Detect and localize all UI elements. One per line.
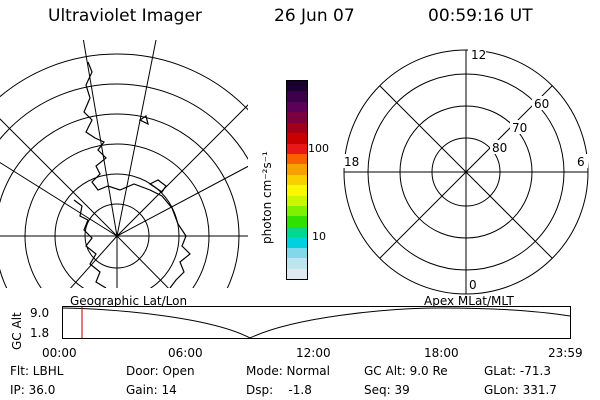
geographic-map	[0, 40, 248, 288]
map-meridian	[0, 161, 118, 237]
colorbar-segment	[287, 133, 307, 144]
colorbar-segment	[287, 206, 307, 217]
polar-label-6: 6	[577, 155, 585, 169]
timeline-plot	[62, 306, 571, 339]
coastline	[83, 61, 191, 288]
status-seq: Seq: 39	[364, 383, 410, 397]
map-meridian	[116, 104, 248, 237]
map-lat-circle	[0, 53, 248, 111]
timeline-right-caption: Apex MLat/MLT	[424, 294, 514, 308]
map-meridian	[116, 235, 169, 288]
map-meridian	[116, 165, 248, 237]
coastline	[73, 199, 107, 288]
colorbar-segment	[287, 122, 307, 134]
polar-plot: 12 18 6 0 60 70 80	[342, 48, 589, 295]
colorbar-segment	[287, 112, 307, 123]
polar-lat-60: 60	[534, 97, 549, 111]
colorbar-segment	[287, 101, 307, 113]
polar-lat-70: 70	[512, 121, 527, 135]
colorbar	[286, 80, 308, 280]
status-gain: Gain: 14	[126, 383, 177, 397]
timeline-frame	[62, 306, 571, 339]
status-glat: GLat: -71.3	[484, 364, 551, 378]
timeline-xtick: 06:00	[168, 346, 203, 360]
status-dsp: Dsp: -1.8	[246, 383, 312, 397]
map-meridian	[116, 40, 157, 237]
status-filter: Flt: LBHL	[10, 364, 64, 378]
polar-diagonal	[379, 85, 553, 259]
timeline-xtick: 18:00	[424, 346, 459, 360]
colorbar-segment	[287, 268, 307, 280]
colorbar-segment	[287, 195, 307, 207]
timeline-ytick-top: 9.0	[30, 306, 50, 320]
colorbar-segment	[287, 247, 307, 259]
polar-label-18: 18	[344, 155, 359, 169]
colorbar-segment	[287, 237, 307, 248]
colorbar-segment	[287, 185, 307, 196]
map-lat-circle	[0, 83, 248, 160]
colorbar-segment	[287, 258, 307, 269]
colorbar-segment	[287, 81, 307, 92]
status-glon: GLon: 331.7	[484, 383, 557, 397]
colorbar-segment	[287, 226, 307, 238]
colorbar-segment	[287, 174, 307, 186]
colorbar-tick-10: 10	[312, 230, 326, 243]
map-meridian	[0, 118, 118, 237]
app-title: Ultraviolet Imager	[48, 6, 202, 26]
timeline-xtick: 23:59	[548, 346, 583, 360]
polar-label-0: 0	[469, 278, 477, 292]
timeline-xtick: 00:00	[42, 346, 77, 360]
colorbar-segment	[287, 216, 307, 227]
colorbar-segment	[287, 153, 307, 165]
polar-lat-80: 80	[492, 141, 507, 155]
colorbar-tick-100: 100	[308, 142, 329, 155]
island	[148, 179, 167, 193]
status-gc-alt: GC Alt: 9.0 Re	[364, 364, 448, 378]
polar-label-12: 12	[471, 48, 486, 62]
status-ip: IP: 36.0	[10, 383, 56, 397]
altitude-curve	[62, 307, 571, 339]
status-door: Door: Open	[126, 364, 195, 378]
status-mode: Mode: Normal	[246, 364, 330, 378]
timeline-left-caption: Geographic Lat/Lon	[70, 294, 188, 308]
colorbar-segment	[287, 143, 307, 154]
colorbar-unit-label: photon cm⁻²s⁻¹	[260, 151, 274, 244]
time-label: 00:59:16 UT	[428, 6, 533, 26]
colorbar-segment	[287, 91, 307, 102]
map-meridian	[82, 40, 118, 237]
colorbar-segment	[287, 164, 307, 175]
map-lat-circle	[0, 113, 240, 288]
timeline-ylabel: GC Alt	[10, 312, 24, 350]
timeline-xtick: 12:00	[296, 346, 331, 360]
island	[138, 115, 149, 126]
date-label: 26 Jun 07	[274, 6, 355, 26]
timeline-ytick-bottom: 1.8	[30, 326, 50, 340]
map-meridian	[70, 235, 118, 288]
